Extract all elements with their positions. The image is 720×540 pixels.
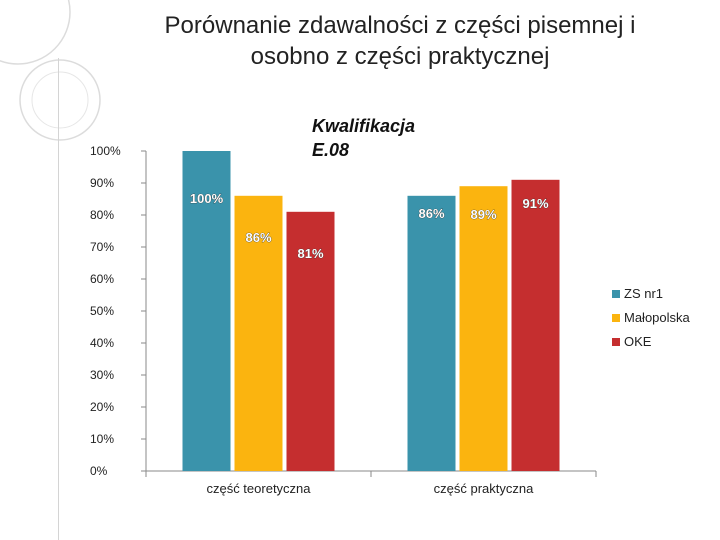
y-tick-label: 50%	[90, 304, 114, 318]
legend-label: OKE	[624, 334, 652, 349]
left-rule	[58, 58, 59, 540]
bar-0-1	[407, 195, 456, 472]
bar-2-1	[511, 179, 560, 472]
y-tick-label: 20%	[90, 400, 114, 414]
bar-0-0	[182, 151, 231, 471]
y-tick-label: 10%	[90, 432, 114, 446]
page-title-line-1: Porównanie zdawalności z części pisemnej…	[164, 12, 636, 39]
legend-swatch-0	[612, 290, 620, 298]
data-label: 89%	[470, 207, 496, 222]
bar-1-0	[234, 195, 283, 472]
x-category-label: część praktyczna	[434, 481, 534, 496]
x-category-label: część teoretyczna	[206, 481, 311, 496]
y-tick-label: 0%	[90, 464, 108, 478]
y-tick-label: 70%	[90, 240, 114, 254]
y-tick-label: 100%	[90, 144, 121, 158]
chart-title-line: Kwalifikacja	[312, 116, 415, 136]
data-label: 100%	[190, 191, 224, 206]
y-tick-label: 80%	[90, 208, 114, 222]
page-title-line-2: osobno z części praktycznej	[250, 43, 550, 70]
legend-label: Małopolska	[624, 310, 691, 325]
y-tick-label: 30%	[90, 368, 114, 382]
y-tick-label: 60%	[90, 272, 114, 286]
data-label: 91%	[522, 196, 548, 211]
bar-1-1	[459, 186, 508, 471]
y-tick-label: 90%	[90, 176, 114, 190]
data-label: 81%	[297, 246, 323, 261]
legend-label: ZS nr1	[624, 286, 663, 301]
data-label: 86%	[418, 206, 444, 221]
chart-title-line: E.08	[312, 140, 349, 160]
legend-swatch-2	[612, 338, 620, 346]
y-tick-label: 40%	[90, 336, 114, 350]
data-label: 86%	[245, 230, 271, 245]
bar-2-0	[286, 211, 335, 472]
legend-swatch-1	[612, 314, 620, 322]
page-title: Porównanie zdawalności z części pisemnej…	[120, 10, 680, 72]
